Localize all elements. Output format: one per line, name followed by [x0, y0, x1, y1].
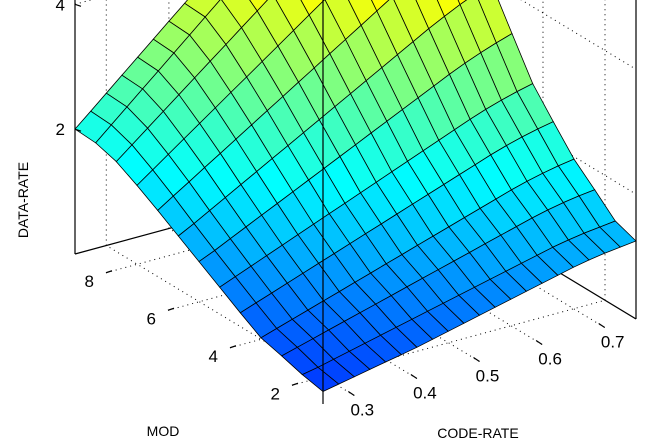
x-tick-label: 0.7 — [601, 333, 625, 352]
y-tick-label: 2 — [271, 384, 280, 403]
z-tick-label: 2 — [56, 120, 65, 139]
x-tick-mark — [473, 357, 480, 362]
x-tick-label: 0.5 — [476, 367, 500, 386]
y-tick-mark — [291, 382, 299, 386]
tick-labels: 0.30.40.50.60.72468246 — [56, 0, 625, 420]
y-axis-label: MOD — [147, 423, 180, 439]
y-tick-label: 8 — [85, 272, 94, 291]
surface-patch — [249, 0, 269, 12]
grid-floor-y — [291, 299, 606, 386]
y-tick-mark — [105, 270, 113, 274]
z-tick-mark — [74, 128, 82, 132]
x-tick-label: 0.6 — [538, 350, 562, 369]
y-tick-label: 4 — [209, 347, 218, 366]
z-tick-label: 4 — [56, 0, 65, 14]
y-tick-mark — [167, 307, 175, 311]
axes-front-box — [74, 0, 637, 404]
x-tick-mark — [347, 391, 355, 396]
surface-patch — [301, 366, 340, 392]
x-tick-mark — [410, 374, 418, 379]
y-tick-label: 6 — [147, 309, 156, 328]
x-tick-mark — [598, 323, 606, 328]
x-axis-label: CODE-RATE — [437, 425, 518, 441]
x-tick-mark — [535, 340, 543, 345]
z-tick-mark — [74, 3, 82, 7]
y-tick-mark — [229, 345, 237, 349]
x-tick-label: 0.4 — [413, 384, 437, 403]
z-axis-label: DATA-RATE — [15, 162, 31, 238]
surface-mesh — [74, 0, 637, 392]
x-tick-label: 0.3 — [350, 401, 374, 420]
